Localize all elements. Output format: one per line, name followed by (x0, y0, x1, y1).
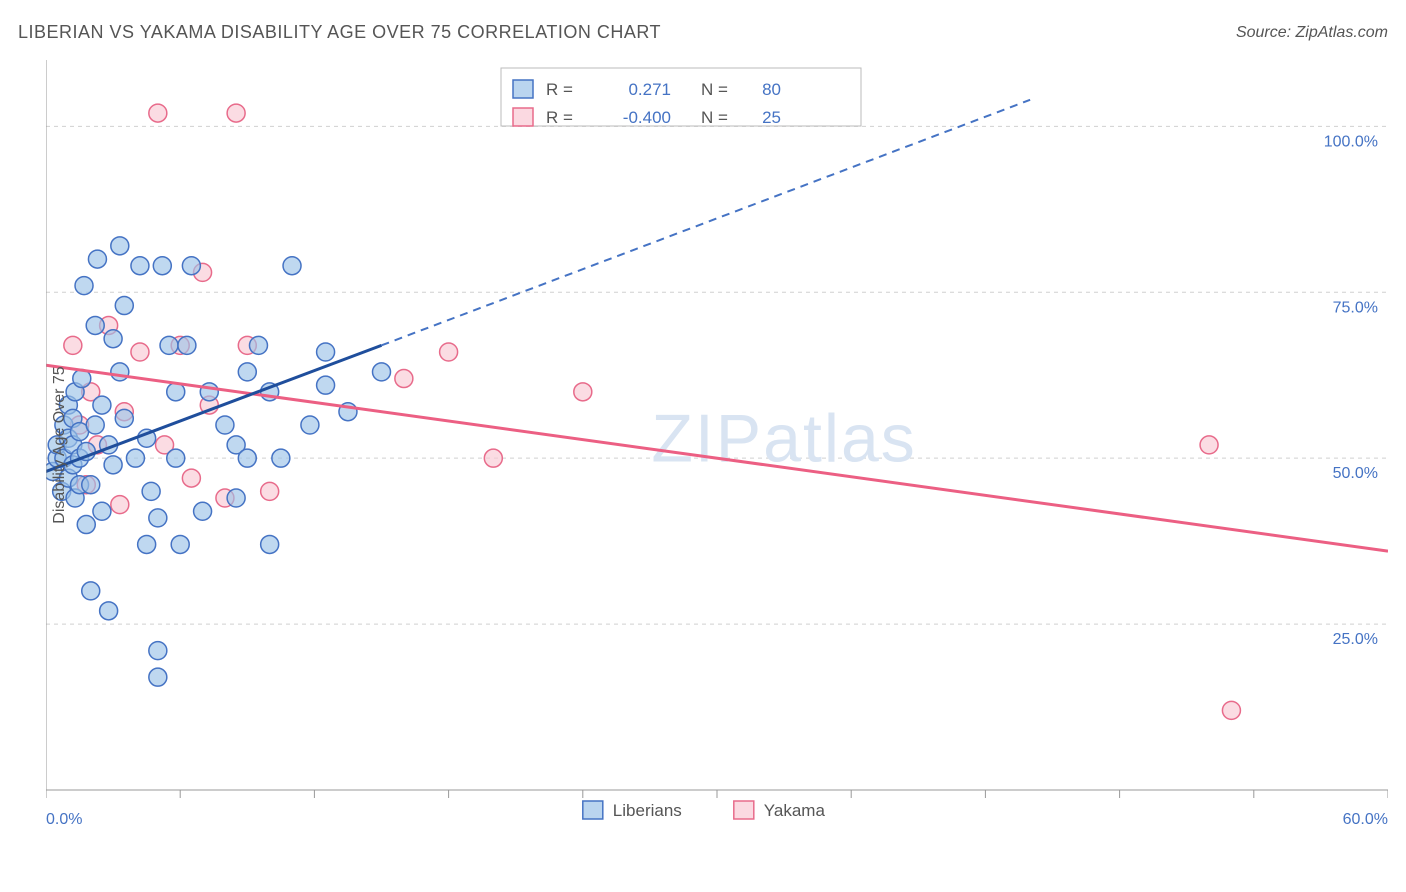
legend-r-label: R = (546, 80, 573, 99)
legend-swatch (513, 80, 533, 98)
data-point-liberians (75, 277, 93, 295)
data-point-liberians (153, 257, 171, 275)
chart-source: Source: ZipAtlas.com (1236, 24, 1388, 42)
y-tick-label: 75.0% (1333, 299, 1378, 316)
series-label: Yakama (764, 801, 826, 820)
data-point-yakama (227, 104, 245, 122)
chart-plot: Disability Age Over 75 25.0% 50.0% 75.0% 10… (46, 60, 1388, 830)
chart-title: LIBERIAN VS YAKAMA DISABILITY AGE OVER 7… (18, 22, 661, 43)
data-point-liberians (100, 602, 118, 620)
data-point-yakama (440, 343, 458, 361)
trend-line-liberians-dashed (382, 100, 1031, 346)
x-axis-label: 60.0% (1343, 811, 1388, 828)
data-point-yakama (111, 496, 129, 514)
data-point-liberians (373, 363, 391, 381)
data-point-liberians (182, 257, 200, 275)
data-point-liberians (160, 336, 178, 354)
data-point-yakama (395, 370, 413, 388)
legend-r-value: -0.400 (623, 108, 671, 127)
data-point-yakama (131, 343, 149, 361)
legend-n-label: N = (701, 108, 728, 127)
data-point-liberians (104, 456, 122, 474)
data-point-liberians (149, 642, 167, 660)
legend-n-label: N = (701, 80, 728, 99)
data-point-yakama (484, 449, 502, 467)
series-swatch (583, 801, 603, 819)
y-tick-label: 50.0% (1333, 465, 1378, 482)
data-point-yakama (149, 104, 167, 122)
data-point-liberians (115, 297, 133, 315)
data-point-liberians (126, 449, 144, 467)
data-point-liberians (86, 416, 104, 434)
data-point-liberians (115, 409, 133, 427)
data-point-liberians (111, 237, 129, 255)
y-tick-label: 25.0% (1333, 631, 1378, 648)
data-point-liberians (283, 257, 301, 275)
data-point-liberians (301, 416, 319, 434)
data-point-yakama (261, 482, 279, 500)
data-point-liberians (77, 516, 95, 534)
legend-n-value: 25 (762, 108, 781, 127)
x-axis-label: 0.0% (46, 811, 82, 828)
y-tick-label: 100.0% (1324, 133, 1378, 150)
series-label: Liberians (613, 801, 682, 820)
data-point-liberians (93, 502, 111, 520)
data-point-liberians (272, 449, 290, 467)
data-point-liberians (238, 449, 256, 467)
data-point-yakama (64, 336, 82, 354)
data-point-liberians (238, 363, 256, 381)
data-point-yakama (1222, 701, 1240, 719)
series-swatch (734, 801, 754, 819)
legend-swatch (513, 108, 533, 126)
chart-header: LIBERIAN VS YAKAMA DISABILITY AGE OVER 7… (18, 22, 1388, 43)
legend-r-value: 0.271 (628, 80, 671, 99)
data-point-liberians (82, 582, 100, 600)
data-point-liberians (149, 668, 167, 686)
data-point-liberians (249, 336, 267, 354)
legend-r-label: R = (546, 108, 573, 127)
y-axis-label: Disability Age Over 75 (51, 366, 69, 523)
data-point-liberians (216, 416, 234, 434)
data-point-liberians (194, 502, 212, 520)
data-point-liberians (178, 336, 196, 354)
data-point-liberians (131, 257, 149, 275)
data-point-liberians (149, 509, 167, 527)
data-point-liberians (142, 482, 160, 500)
data-point-liberians (227, 489, 245, 507)
data-point-liberians (261, 535, 279, 553)
scatter-plot-svg: 25.0% 50.0% 75.0% 100.0% ZIPatlas 0.0% 60.0% R … (46, 60, 1388, 830)
data-point-liberians (317, 376, 335, 394)
watermark: ZIPatlas (651, 401, 916, 477)
data-point-liberians (82, 476, 100, 494)
data-point-liberians (317, 343, 335, 361)
data-point-liberians (167, 449, 185, 467)
data-point-liberians (104, 330, 122, 348)
data-point-liberians (138, 535, 156, 553)
data-point-liberians (93, 396, 111, 414)
data-point-liberians (88, 250, 106, 268)
data-point-liberians (86, 316, 104, 334)
data-point-yakama (182, 469, 200, 487)
data-point-liberians (111, 363, 129, 381)
data-point-liberians (171, 535, 189, 553)
data-point-yakama (574, 383, 592, 401)
data-point-yakama (1200, 436, 1218, 454)
legend-n-value: 80 (762, 80, 781, 99)
